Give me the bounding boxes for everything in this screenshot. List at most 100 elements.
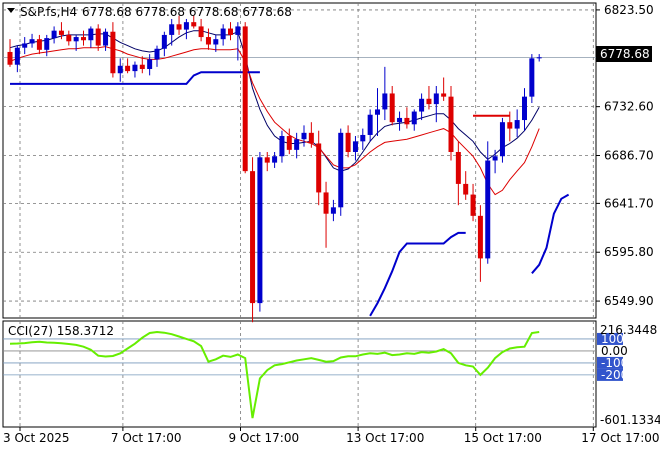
band-lower-b (531, 193, 570, 274)
candle-bull (419, 98, 425, 112)
candle-bear (404, 117, 410, 125)
candle-bull (301, 132, 307, 140)
cci-level-tag (597, 368, 623, 381)
candle-bear (389, 93, 395, 123)
candle-bull (213, 39, 219, 45)
price-tag: 6778.68 (600, 47, 650, 61)
candle-bear (264, 157, 270, 163)
candle-bull (132, 64, 138, 72)
candle-bear (66, 34, 72, 42)
candle-bull (44, 38, 50, 50)
candle-bull (147, 59, 153, 69)
candle-bull (183, 22, 189, 30)
candle-bear (81, 37, 86, 41)
cci-level-label: 100 (601, 332, 624, 346)
candle-bull (522, 96, 527, 121)
candle-bear (448, 96, 454, 152)
cci-level-tag (597, 332, 623, 345)
cci-level-label: -200 (601, 368, 628, 382)
cci-level-tag (597, 356, 623, 369)
candle-bull (338, 132, 344, 208)
candle-bear (308, 132, 314, 144)
axis-layer: 6823.50 6732.60 6686.70 6641.70 6595.80 6549.… (3, 3, 660, 445)
main-pane (2, 2, 597, 319)
price-tag-box (596, 46, 652, 62)
candle-bull (22, 43, 28, 48)
candle-bear (323, 192, 329, 214)
x-tick-label: 17 Oct 17:00 (581, 431, 659, 445)
candle-bear (125, 65, 131, 72)
candle-bull (529, 58, 535, 97)
candle-bull (272, 156, 278, 163)
candle-bear (95, 28, 101, 46)
y-tick-label: 6641.70 (604, 196, 654, 210)
band-upper (10, 71, 260, 85)
candle-bear (139, 64, 145, 69)
candle-bull (279, 136, 285, 157)
candle-bull (51, 30, 57, 39)
chevron-down-icon[interactable] (7, 8, 15, 13)
cci-level-label: 0.00 (601, 344, 628, 358)
candle-bull (220, 28, 226, 40)
x-tick-label: 15 Oct 17:00 (464, 431, 542, 445)
candle-bear (58, 30, 64, 35)
candle-bear (205, 37, 211, 45)
candle-bull (514, 120, 520, 129)
candle-bull (375, 109, 380, 115)
x-tick-label: 7 Oct 17:00 (111, 431, 182, 445)
band-lower-a (369, 231, 466, 317)
candle-bull (117, 65, 123, 74)
cci-min-label: -601.1334 (600, 413, 660, 427)
candle-bear (441, 93, 447, 97)
candle-bull (499, 122, 505, 157)
candle-bull (536, 57, 542, 59)
candle-bull (73, 37, 79, 42)
candle-bull (103, 31, 109, 46)
candle-bear (242, 26, 248, 172)
candle-bear (470, 194, 476, 216)
y-tick-label: 6732.60 (604, 100, 654, 114)
candle-bull (360, 134, 366, 142)
y-tick-label: 6823.50 (604, 3, 654, 17)
candle-bear (176, 24, 182, 30)
candle-bear (250, 171, 256, 304)
candle-bear (345, 132, 351, 152)
cci-level-label: -100 (601, 356, 628, 370)
candle-bear (198, 26, 204, 38)
cci-label: CCI(27) 158.3712 (8, 324, 114, 338)
candle-bull (367, 114, 373, 135)
candle-bear (286, 136, 292, 150)
candle-bull (29, 39, 35, 44)
candle-bull (169, 24, 175, 35)
x-tick-label: 9 Oct 17:00 (229, 431, 300, 445)
candle-bull (411, 111, 417, 125)
candle-bear (110, 31, 116, 74)
candle-bull (235, 26, 241, 35)
ohlc-label: 6778.68 6778.68 6778.68 6778.68 (82, 5, 292, 19)
candle-bear (191, 22, 197, 27)
candle-bull (88, 28, 94, 41)
candle-bear (7, 51, 13, 65)
candle-bear (228, 28, 233, 35)
candle-bear (36, 39, 42, 50)
cci-line (9, 330, 540, 419)
y-tick-label: 6549.90 (604, 294, 654, 308)
candle-bull (352, 141, 358, 152)
candle-bull (433, 93, 439, 105)
candle-bull (330, 207, 336, 214)
candle-bull (257, 157, 263, 304)
candle-bull (154, 48, 160, 60)
x-tick-label: 13 Oct 17:00 (346, 431, 424, 445)
candle-bull (492, 156, 498, 161)
candle-bear (507, 122, 513, 129)
y-tick-label: 6595.80 (604, 245, 654, 259)
candle-bull (161, 34, 167, 49)
candle-bull (485, 160, 491, 259)
symbol-label: S&P.fs,H4 (20, 5, 77, 19)
candle-bear (463, 183, 469, 195)
candle-bear (455, 151, 461, 184)
candle-bull (397, 117, 403, 123)
candle-bull (294, 139, 300, 150)
